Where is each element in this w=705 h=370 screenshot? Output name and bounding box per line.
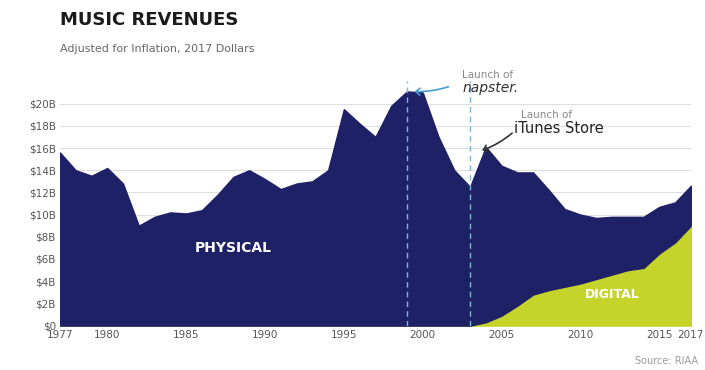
Text: iTunes Store: iTunes Store [514, 121, 604, 135]
Text: DIGITAL: DIGITAL [584, 288, 639, 301]
Text: PHYSICAL: PHYSICAL [195, 241, 272, 255]
Text: Adjusted for Inflation, 2017 Dollars: Adjusted for Inflation, 2017 Dollars [60, 44, 255, 54]
Text: MUSIC REVENUES: MUSIC REVENUES [60, 11, 238, 29]
Text: Launch of: Launch of [462, 70, 513, 80]
Text: Launch of: Launch of [520, 110, 572, 120]
Text: Source: RIAA: Source: RIAA [635, 356, 698, 366]
Text: napster.: napster. [462, 81, 518, 95]
